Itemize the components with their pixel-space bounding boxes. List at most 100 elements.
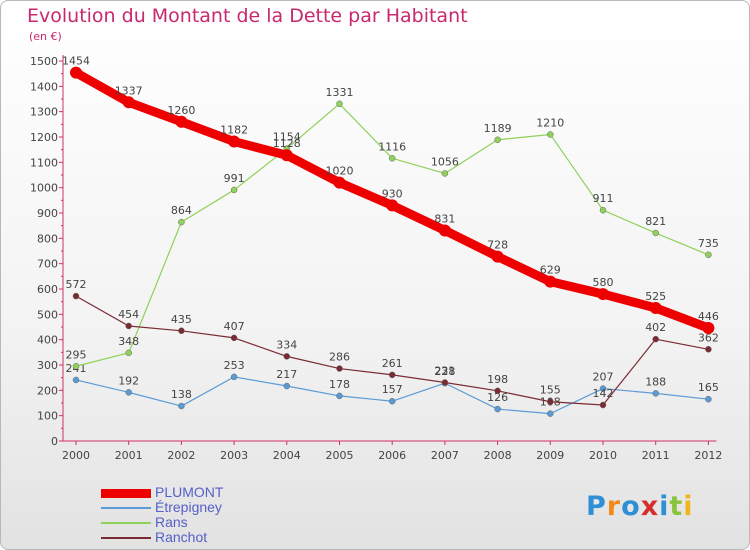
data-label: 253 xyxy=(224,359,245,372)
x-tick-label: 2002 xyxy=(167,449,195,462)
data-label: 728 xyxy=(487,239,508,252)
legend-label: Ranchot xyxy=(155,529,208,545)
data-point xyxy=(599,401,607,409)
data-label: 155 xyxy=(540,384,561,397)
y-tick-label: 1100 xyxy=(30,156,58,169)
data-point xyxy=(230,334,238,342)
y-tick-label: 1200 xyxy=(30,131,58,144)
data-label: 1056 xyxy=(431,155,459,168)
y-tick-label: 1300 xyxy=(30,106,58,119)
data-label: 991 xyxy=(224,172,245,185)
logo-letter: i xyxy=(683,491,694,522)
data-label: 930 xyxy=(382,187,403,200)
data-point xyxy=(491,250,504,263)
data-point xyxy=(441,379,449,386)
x-tick-label: 2010 xyxy=(589,449,617,462)
data-label: 142 xyxy=(593,387,614,400)
data-label: 407 xyxy=(224,320,245,333)
data-label: 228 xyxy=(434,365,455,378)
data-label: 446 xyxy=(698,310,719,323)
x-tick-label: 2000 xyxy=(62,449,90,462)
data-point xyxy=(494,136,501,144)
data-label: 192 xyxy=(118,374,139,387)
x-tick-label: 2005 xyxy=(326,449,354,462)
data-point xyxy=(178,327,185,335)
x-tick-label: 2009 xyxy=(536,449,564,462)
data-point xyxy=(283,353,291,360)
data-point xyxy=(652,390,659,397)
x-tick-label: 2012 xyxy=(694,449,722,462)
data-label: 629 xyxy=(540,264,561,277)
legend-label: Étrepigney xyxy=(155,499,222,515)
data-point xyxy=(280,149,293,162)
data-point xyxy=(388,371,396,379)
data-point xyxy=(705,346,712,353)
data-point xyxy=(388,155,396,162)
data-point xyxy=(333,176,346,189)
x-tick-label: 2007 xyxy=(431,449,459,462)
data-point xyxy=(336,365,343,372)
data-point xyxy=(652,229,659,237)
data-point xyxy=(125,349,132,357)
data-label: 334 xyxy=(276,338,297,351)
y-tick-label: 1400 xyxy=(30,80,58,93)
data-label: 831 xyxy=(434,212,455,225)
data-point xyxy=(544,275,557,288)
data-point xyxy=(494,405,501,413)
y-tick-label: 600 xyxy=(37,283,58,296)
data-point xyxy=(547,410,554,417)
logo-letter: P xyxy=(586,491,607,522)
legend-label: Rans xyxy=(155,514,188,530)
data-point xyxy=(386,199,399,212)
data-point xyxy=(228,135,241,148)
logo-letter: o xyxy=(621,491,641,522)
data-label: 138 xyxy=(171,388,192,401)
data-label: 231 xyxy=(434,364,455,377)
logo-letter: x xyxy=(640,491,660,522)
y-tick-label: 500 xyxy=(37,308,58,321)
chart-title: Evolution du Montant de la Dette par Hab… xyxy=(27,5,468,27)
y-tick-label: 100 xyxy=(37,410,58,423)
data-point xyxy=(702,322,715,335)
data-point xyxy=(438,224,451,237)
data-label: 1154 xyxy=(273,131,301,144)
logo-letter: t xyxy=(669,491,684,522)
x-tick-label: 2004 xyxy=(273,449,301,462)
data-label: 1337 xyxy=(115,84,143,97)
data-label: 821 xyxy=(645,215,666,228)
data-label: 402 xyxy=(645,321,666,334)
proxiti-logo: Proxiti xyxy=(586,491,694,522)
data-label: 362 xyxy=(698,331,719,344)
data-label: 1260 xyxy=(167,104,195,117)
logo-letter: i xyxy=(659,491,670,522)
data-point xyxy=(652,335,659,343)
series-rans: 295 348 864 991 1154 1331 1116 1056 1189 1210 911 8… xyxy=(66,86,719,370)
series-ranchot: 572 454 435 407 334 286 261 231 198 155 142 402 362 xyxy=(66,278,719,409)
data-label: 207 xyxy=(593,371,614,384)
data-point xyxy=(388,397,396,405)
data-point xyxy=(125,322,132,330)
data-point xyxy=(230,186,238,194)
data-point xyxy=(599,206,607,214)
data-label: 198 xyxy=(487,373,508,386)
y-tick-label: 0 xyxy=(51,435,58,448)
y-tick-label: 900 xyxy=(37,207,58,220)
legend-label: PLUMONT xyxy=(155,484,224,500)
x-tick-label: 2011 xyxy=(642,449,670,462)
data-label: 864 xyxy=(171,204,192,217)
data-point xyxy=(705,395,712,403)
data-point xyxy=(597,288,609,301)
data-point xyxy=(72,363,80,370)
unit-label: (en €) xyxy=(29,30,62,43)
data-point xyxy=(230,373,238,381)
data-label: 348 xyxy=(118,335,139,348)
data-label: 1020 xyxy=(326,165,354,178)
data-point xyxy=(72,292,80,300)
data-point xyxy=(70,66,82,79)
data-label: 178 xyxy=(329,378,350,391)
data-point xyxy=(178,402,185,410)
data-label: 572 xyxy=(66,278,87,291)
y-tick-label: 700 xyxy=(37,258,58,271)
data-label: 1116 xyxy=(378,140,406,153)
